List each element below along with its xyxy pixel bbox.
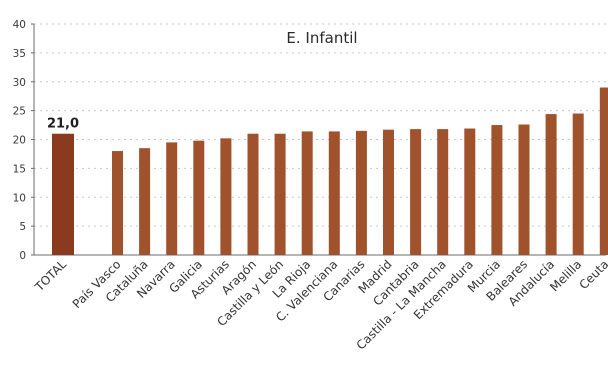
- bar-c-valenciana: [328, 131, 340, 255]
- x-tick-label-total: TOTAL: [32, 257, 70, 295]
- bar-murcia: [491, 125, 503, 255]
- bar-total: [52, 133, 74, 255]
- bar-castilla-la-mancha: [437, 129, 449, 255]
- chart-title: E. Infantil: [286, 29, 357, 47]
- bar-madrid: [383, 129, 394, 255]
- bar-navarra: [166, 142, 178, 255]
- y-tick-label-35: 35: [13, 48, 26, 60]
- y-tick-label-10: 10: [13, 192, 26, 204]
- bar-asturias: [220, 138, 232, 255]
- data-labels: 21,0: [47, 117, 79, 132]
- bar-aragon: [247, 133, 259, 255]
- bars: [52, 87, 608, 256]
- bar-melilla: [572, 113, 584, 255]
- bar-baleares: [518, 124, 530, 255]
- bar-galicia: [193, 140, 205, 255]
- bar-extremadura: [464, 128, 476, 255]
- data-label-total: 21,0: [47, 117, 79, 132]
- bar-la-rioja: [301, 131, 313, 255]
- category-labels: TOTAL País VascoCataluñaNavarraGaliciaAst…: [32, 257, 608, 352]
- bar-canarias: [355, 130, 367, 255]
- bar-ceuta: [599, 87, 608, 256]
- y-tick-label-40: 40: [13, 19, 26, 31]
- x-tick-label-ceuta: Ceuta: [576, 257, 608, 292]
- bar-andalucia: [545, 114, 557, 255]
- y-tick-label-0: 0: [19, 250, 26, 262]
- y-tick-label-20: 20: [13, 135, 26, 147]
- y-tick-labels: 0 5 10 15 20 25 30 35 40: [13, 19, 34, 262]
- bar-pais-vasco: [112, 151, 123, 255]
- y-tick-label-15: 15: [13, 163, 26, 175]
- y-tick-label-30: 30: [13, 77, 26, 89]
- bar-cataluna: [139, 148, 151, 255]
- bar-cantabria: [410, 129, 422, 255]
- y-tick-label-25: 25: [13, 106, 26, 118]
- y-tick-label-5: 5: [19, 221, 26, 233]
- bar-castilla-y-leon: [274, 133, 286, 255]
